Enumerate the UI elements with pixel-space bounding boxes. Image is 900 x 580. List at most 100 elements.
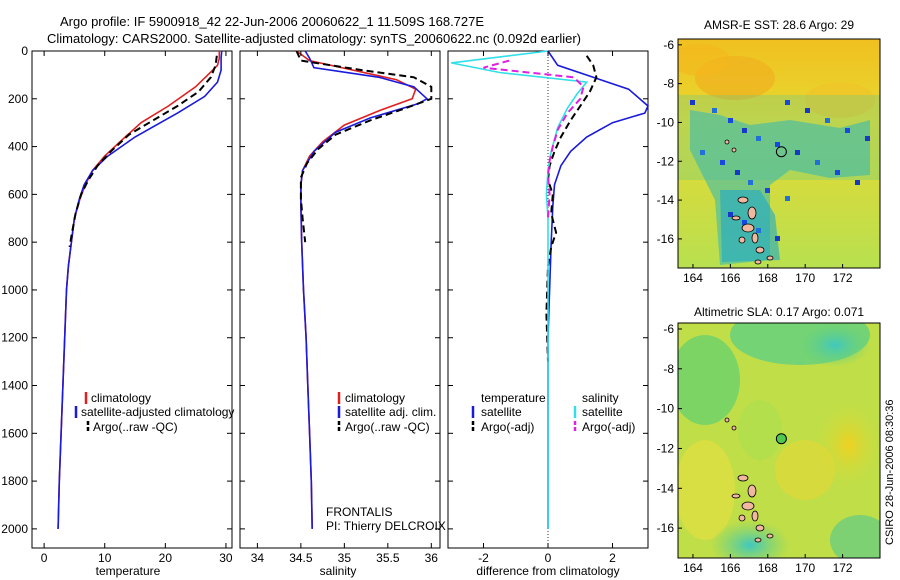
temperature-profile-xtick-label: 20 xyxy=(159,551,173,565)
difference-profile-xtick-label: 0 xyxy=(545,551,552,565)
island-shape xyxy=(731,215,741,221)
salinity-profile-xtick-label: 34 xyxy=(251,551,265,565)
sla-map-ytick-label: -16 xyxy=(657,521,675,535)
depth-tick-label: 200 xyxy=(8,92,28,106)
sst-cold-pixel xyxy=(865,136,870,141)
legend-label-temp-argo: Argo(-adj) xyxy=(481,420,534,434)
profile-plots: 0 10 20 30020040060080010001200140016001800… xyxy=(1,44,649,565)
legend-header-temperature: temperature xyxy=(481,391,546,405)
legend-label-argo: Argo(..raw -QC) xyxy=(93,420,178,434)
depth-tick-label: 1400 xyxy=(1,379,28,393)
sst-map-xtick-label: 164 xyxy=(683,271,703,285)
temperature-profile-xtick-label: 0 xyxy=(41,551,48,565)
sst-map-float-marker xyxy=(775,146,787,158)
sst-map-xtick-label: 170 xyxy=(795,271,815,285)
sst-map-title: AMSR-E SST: 28.6 Argo: 29 xyxy=(704,18,854,32)
salinity-profile-xtick-label: 35.5 xyxy=(376,551,400,565)
island-shape xyxy=(731,425,737,431)
sst-map-ytick-label: -8 xyxy=(663,77,674,91)
sst-cold-pixel xyxy=(742,220,747,225)
temperature-legend: climatology satellite-adjusted climatolo… xyxy=(74,391,234,434)
depth-tick-label: 1000 xyxy=(1,283,28,297)
figure-title-line2: Climatology: CARS2000. Satellite-adjuste… xyxy=(47,31,581,46)
depth-tick-label: 800 xyxy=(8,235,28,249)
sst-map-ytick-label: -10 xyxy=(657,115,675,129)
salinity-profile-xtick-label: 35 xyxy=(338,551,352,565)
sst-cold-pixel xyxy=(756,136,761,141)
island-shape xyxy=(741,501,755,511)
sst-cold-pixel xyxy=(728,212,733,217)
legend-label-sal-argo: Argo(-adj) xyxy=(582,420,635,434)
depth-tick-label: 600 xyxy=(8,187,28,201)
sst-map-ytick-label: -12 xyxy=(657,154,675,168)
island-shape xyxy=(754,537,762,543)
legend-label-satellite-adjusted: satellite-adjusted climatology xyxy=(81,405,234,419)
sst-map-xtick-label: 172 xyxy=(833,271,853,285)
difference-profile-xtick-label: 2 xyxy=(609,551,616,565)
sst-cold-pixel xyxy=(728,118,733,123)
sla-map-axes: 164 166 168 170 172 -6 -8 -10 -12 -14 -16 xyxy=(657,322,853,575)
island-shape xyxy=(737,474,749,482)
legend-header-salinity: salinity xyxy=(582,391,619,405)
legend-label-temp-satellite: satellite xyxy=(481,405,522,419)
sla-map-xtick-label: 172 xyxy=(833,561,853,575)
island-shape xyxy=(724,417,730,423)
salinity-xlabel: salinity xyxy=(320,564,357,578)
difference-profile-series-salinity-argo-adj- xyxy=(483,59,585,219)
sst-cold-pixel xyxy=(785,196,790,201)
island-shape xyxy=(755,246,765,254)
sla-map-ytick-label: -10 xyxy=(657,402,675,416)
sst-cold-pixel xyxy=(700,150,705,155)
sst-cold-pixel xyxy=(805,108,810,113)
sla-map-ytick-label: -12 xyxy=(657,441,675,455)
sla-map-float-marker xyxy=(775,433,787,445)
sst-cold-pixel xyxy=(775,236,780,241)
salinity-profile-series-argo-raw-qc- xyxy=(295,50,433,243)
sst-cold-pixel xyxy=(712,108,717,113)
salinity-profile-xtick-label: 36 xyxy=(425,551,439,565)
sla-map-xtick-label: 164 xyxy=(683,561,703,575)
depth-tick-label: 2000 xyxy=(1,522,28,536)
sst-cold-pixel xyxy=(815,160,820,165)
sla-map-ytick-label: -14 xyxy=(657,481,675,495)
float-project-label: FRONTALIS xyxy=(326,505,392,519)
temperature-profile-xtick-label: 30 xyxy=(219,551,233,565)
difference-legend: temperature salinity satellite Argo(-adj… xyxy=(471,391,635,434)
sst-map-pixels xyxy=(690,100,870,265)
temperature-profile-series-argo-raw-qc- xyxy=(68,55,218,248)
sst-map-xtick-label: 166 xyxy=(720,271,740,285)
legend-label-satellite-sal: satellite adj. clim. xyxy=(345,405,436,419)
sst-cold-pixel xyxy=(835,170,840,175)
sla-map-frame xyxy=(677,322,881,559)
island-shape xyxy=(738,236,746,244)
float-pi-label: PI: Thierry DELCROIX xyxy=(326,519,446,533)
legend-label-climatology: climatology xyxy=(91,391,151,405)
island-shape xyxy=(755,524,765,532)
sst-cold-pixel xyxy=(845,128,850,133)
sst-cold-pixel xyxy=(735,170,740,175)
sst-map-ytick-label: -16 xyxy=(657,232,675,246)
sst-cold-pixel xyxy=(855,180,860,185)
salinity-profile-xtick-label: 34.5 xyxy=(289,551,313,565)
sst-map-xtick-label: 168 xyxy=(758,271,778,285)
depth-tick-label: 1600 xyxy=(1,426,28,440)
sla-map-xtick-label: 168 xyxy=(758,561,778,575)
island-shape xyxy=(766,533,774,539)
sst-cold-pixel xyxy=(825,118,830,123)
sla-map-islands xyxy=(724,417,774,543)
depth-tick-label: 400 xyxy=(8,140,28,154)
salinity-legend: climatology satellite adj. clim. Argo(..… xyxy=(337,391,436,434)
sst-cold-pixel xyxy=(775,142,780,147)
sst-cold-pixel xyxy=(742,128,747,133)
legend-label-sal-satellite: satellite xyxy=(582,405,623,419)
temperature-panel-frame xyxy=(31,50,233,549)
island-shape xyxy=(747,484,757,498)
temperature-profile-xtick-label: 10 xyxy=(98,551,112,565)
sst-cold-pixel xyxy=(795,150,800,155)
difference-xlabel: difference from climatology xyxy=(476,564,619,578)
sst-map-ytick-label: -14 xyxy=(657,193,675,207)
sla-map-ytick-label: -8 xyxy=(663,362,674,376)
legend-label-climatology-sal: climatology xyxy=(345,391,405,405)
depth-tick-label: 1200 xyxy=(1,331,28,345)
